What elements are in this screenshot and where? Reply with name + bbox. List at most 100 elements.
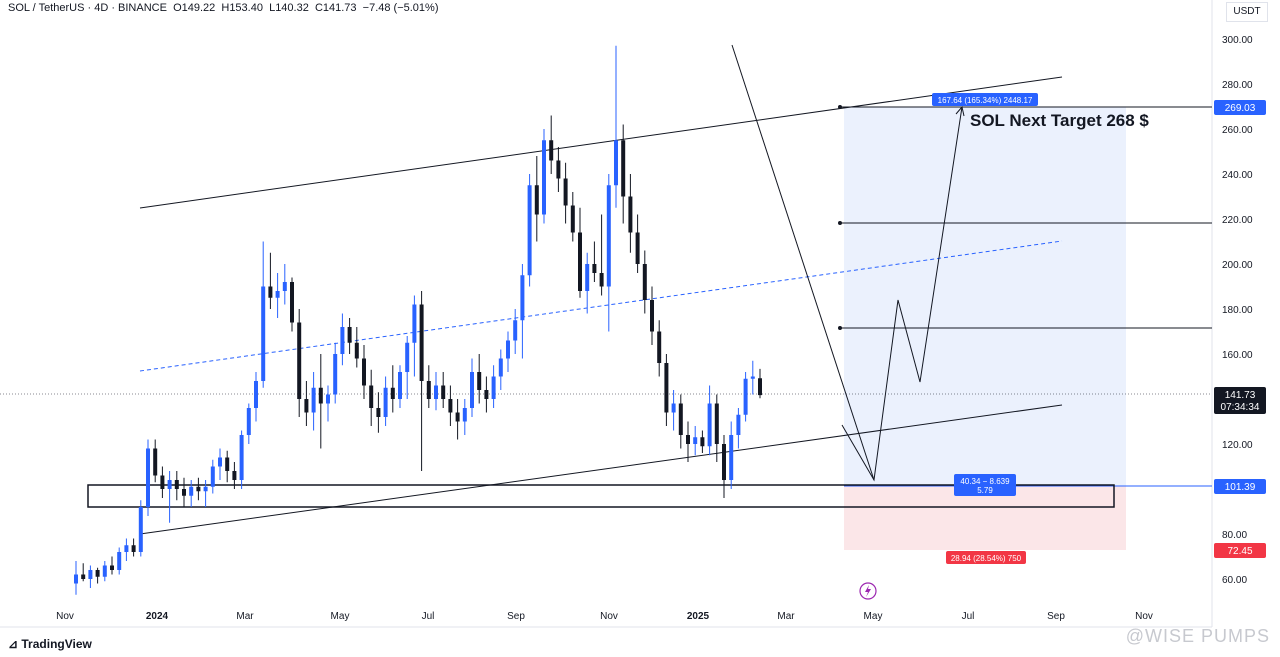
candle-bearish[interactable]	[686, 435, 690, 444]
candle-bearish[interactable]	[297, 322, 302, 400]
candle-bullish[interactable]	[282, 282, 287, 291]
candle-bearish[interactable]	[650, 300, 654, 332]
candle-bearish[interactable]	[570, 205, 575, 233]
candle-bullish[interactable]	[506, 340, 510, 359]
candle-bullish[interactable]	[146, 448, 150, 508]
candle-bearish[interactable]	[225, 457, 230, 472]
candle-bullish[interactable]	[74, 574, 78, 584]
candle-bearish[interactable]	[657, 331, 662, 364]
candle-bullish[interactable]	[189, 486, 194, 496]
candle-bearish[interactable]	[182, 489, 186, 496]
candle-bearish[interactable]	[318, 387, 323, 404]
candle-bearish[interactable]	[534, 185, 539, 215]
candle-bullish[interactable]	[434, 385, 438, 400]
candle-bullish[interactable]	[340, 327, 345, 354]
candle-bearish[interactable]	[563, 178, 568, 206]
candle-bullish[interactable]	[138, 507, 143, 552]
candle-bullish[interactable]	[693, 437, 698, 444]
candle-bearish[interactable]	[347, 327, 352, 343]
candle-bearish[interactable]	[556, 160, 561, 179]
candle-bullish[interactable]	[743, 378, 748, 415]
candle-bullish[interactable]	[88, 570, 93, 579]
candle-bearish[interactable]	[664, 363, 669, 413]
candle-bearish[interactable]	[160, 475, 165, 490]
loss-zone[interactable]	[844, 486, 1126, 550]
candle-bullish[interactable]	[729, 435, 734, 480]
candle-bullish[interactable]	[254, 381, 258, 408]
candle-bullish[interactable]	[210, 466, 215, 487]
candle-bullish[interactable]	[542, 140, 546, 215]
candle-bearish[interactable]	[635, 232, 640, 265]
channel-lower-line[interactable]	[139, 404, 1063, 535]
candle-bearish[interactable]	[642, 264, 647, 300]
candle-bullish[interactable]	[333, 354, 338, 395]
candle-bullish[interactable]	[707, 403, 712, 447]
candle-bullish[interactable]	[203, 486, 208, 492]
candle-bearish[interactable]	[110, 565, 114, 571]
candle-bullish[interactable]	[520, 275, 525, 321]
candle-bearish[interactable]	[621, 140, 626, 197]
candle-bearish[interactable]	[153, 448, 158, 476]
candle-bearish[interactable]	[448, 399, 453, 413]
candle-bullish[interactable]	[470, 372, 474, 408]
candle-bearish[interactable]	[599, 273, 604, 287]
candle-bearish[interactable]	[354, 342, 359, 359]
candle-bullish[interactable]	[614, 140, 618, 186]
candle-bearish[interactable]	[376, 408, 381, 417]
candle-bearish[interactable]	[131, 545, 136, 552]
candle-bullish[interactable]	[491, 376, 496, 400]
candle-bullish[interactable]	[239, 435, 244, 480]
support-zone-box[interactable]	[87, 484, 1115, 508]
candle-bearish[interactable]	[484, 390, 489, 399]
candle-bearish[interactable]	[196, 486, 201, 492]
candle-bullish[interactable]	[462, 408, 467, 422]
candle-bearish[interactable]	[362, 358, 366, 386]
candle-bearish[interactable]	[95, 570, 100, 577]
candle-bearish[interactable]	[441, 385, 446, 400]
candle-bullish[interactable]	[750, 376, 755, 379]
candle-bullish[interactable]	[585, 264, 590, 291]
candle-bearish[interactable]	[592, 264, 597, 273]
candle-bearish[interactable]	[174, 480, 179, 489]
candle-bullish[interactable]	[405, 342, 410, 372]
descending-trendline[interactable]	[731, 44, 875, 481]
candle-bullish[interactable]	[326, 394, 330, 404]
candle-bearish[interactable]	[426, 381, 431, 399]
candle-bullish[interactable]	[736, 414, 741, 435]
candle-bullish[interactable]	[246, 408, 251, 435]
candle-bearish[interactable]	[722, 444, 726, 480]
candle-bullish[interactable]	[671, 403, 676, 413]
candle-bullish[interactable]	[513, 320, 518, 341]
candle-bullish[interactable]	[167, 480, 172, 489]
candle-bullish[interactable]	[398, 372, 402, 399]
projection-path[interactable]	[841, 106, 963, 482]
price-axis[interactable]: 300.00 280.00 260.00 240.00 220.00 200.00 180.…	[1222, 35, 1253, 586]
candle-bearish[interactable]	[758, 378, 762, 396]
profit-zone[interactable]	[844, 107, 1126, 486]
candle-bullish[interactable]	[218, 457, 222, 467]
candle-bearish[interactable]	[81, 574, 86, 580]
candle-bullish[interactable]	[606, 185, 611, 287]
currency-button[interactable]: USDT	[1226, 2, 1268, 22]
channel-midline[interactable]	[139, 240, 1063, 372]
target-annotation[interactable]: SOL Next Target 268 $	[970, 111, 1149, 130]
tradingview-logo[interactable]: ⊿ TradingView	[8, 637, 92, 651]
candle-bearish[interactable]	[549, 140, 554, 161]
candle-bearish[interactable]	[232, 471, 237, 480]
candle-bearish[interactable]	[390, 387, 395, 399]
candle-bearish[interactable]	[578, 232, 582, 292]
candle-bullish[interactable]	[527, 185, 532, 276]
candle-bearish[interactable]	[678, 403, 683, 436]
candle-bullish[interactable]	[261, 286, 266, 382]
candle-bullish[interactable]	[311, 387, 316, 413]
candle-bearish[interactable]	[369, 385, 374, 409]
candle-bearish[interactable]	[419, 304, 424, 382]
candle-bullish[interactable]	[383, 387, 388, 417]
candle-bearish[interactable]	[700, 437, 705, 447]
channel-upper-line[interactable]	[139, 76, 1063, 209]
candle-bearish[interactable]	[455, 412, 460, 422]
time-axis[interactable]: Nov 2024 Mar May Jul Sep Nov 2025 Mar May Jul Sep No…	[56, 611, 1153, 622]
candle-bearish[interactable]	[477, 372, 482, 390]
candle-bullish[interactable]	[412, 304, 417, 343]
